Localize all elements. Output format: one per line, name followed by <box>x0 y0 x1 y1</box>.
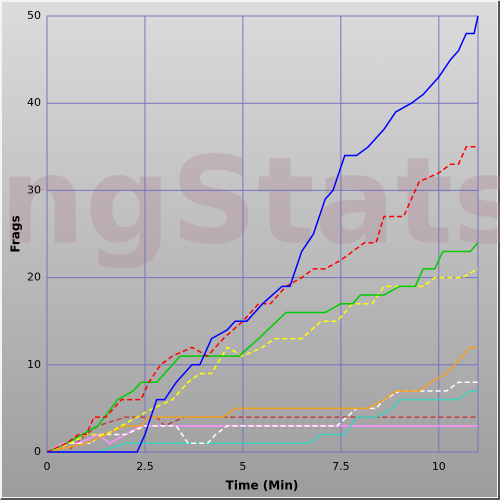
y-axis-title: Frags <box>9 215 23 252</box>
x-tick-label: 0 <box>44 460 51 473</box>
x-tick-label: 2.5 <box>136 460 154 473</box>
x-tick-label: 10 <box>432 460 446 473</box>
y-tick-label: 0 <box>34 445 41 458</box>
series-line <box>47 390 478 453</box>
plot-border <box>46 15 479 453</box>
watermark: ngStats <box>0 133 500 272</box>
y-tick-label: 30 <box>27 183 41 196</box>
x-tick-label: 5 <box>239 460 246 473</box>
series-line <box>46 346 478 453</box>
series-line <box>46 146 478 453</box>
series-line <box>46 242 479 453</box>
x-tick-label: 7.5 <box>332 460 350 473</box>
y-tick-label: 50 <box>27 9 41 22</box>
y-tick-label: 10 <box>27 358 41 371</box>
y-tick-label: 20 <box>27 271 41 284</box>
series-line <box>47 15 479 453</box>
y-tick-label: 40 <box>27 96 41 109</box>
x-axis-title: Time (Min) <box>226 479 299 493</box>
series-line <box>46 268 479 453</box>
